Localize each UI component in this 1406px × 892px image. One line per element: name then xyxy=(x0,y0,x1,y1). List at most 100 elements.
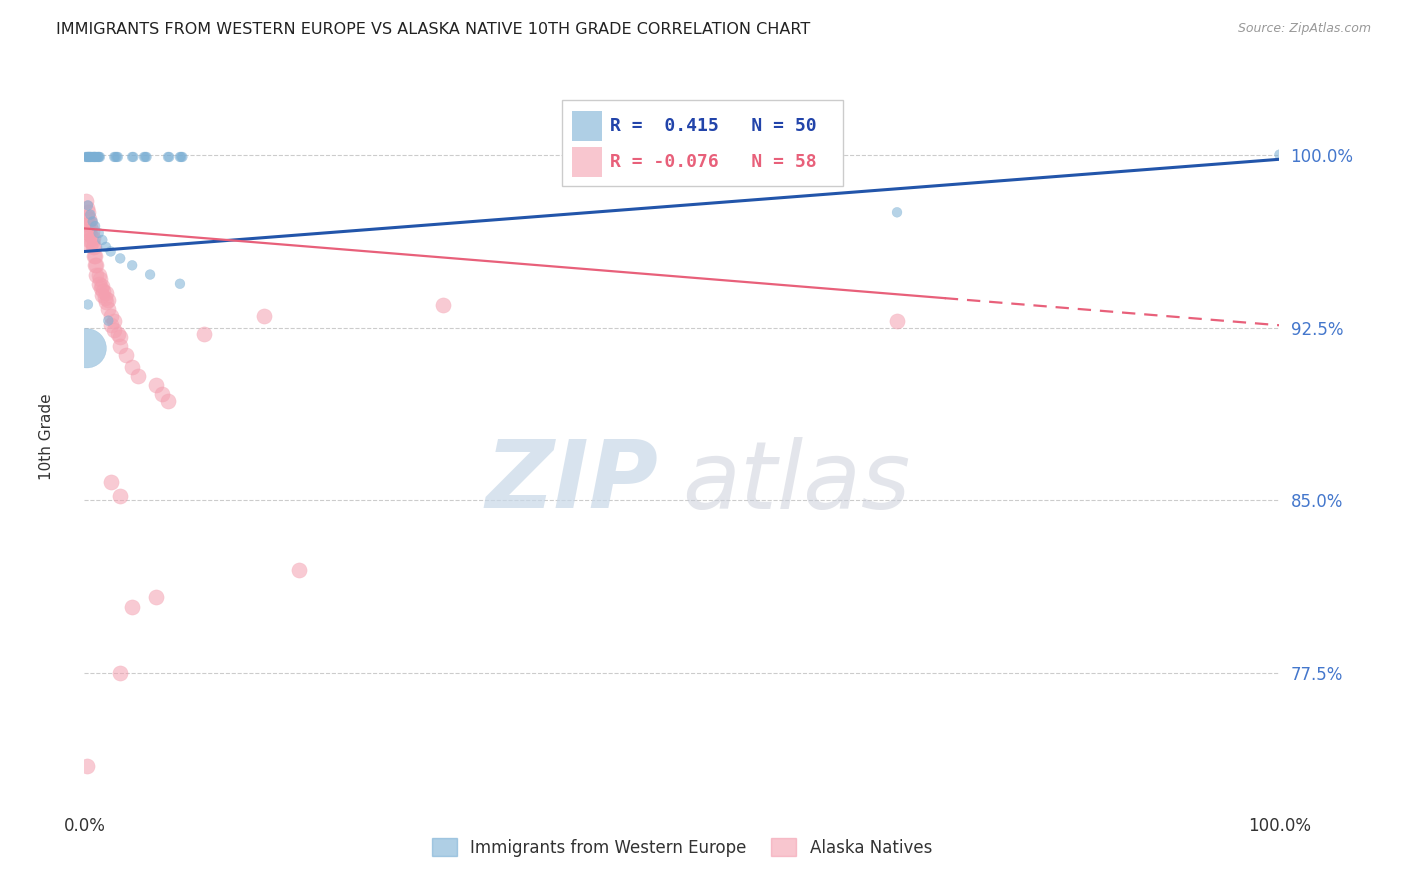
Point xyxy=(150,387,173,401)
Point xyxy=(77,198,100,212)
Point xyxy=(97,302,120,317)
Text: R = -0.076   N = 58: R = -0.076 N = 58 xyxy=(610,153,817,171)
Point xyxy=(79,228,101,243)
Point xyxy=(79,150,101,164)
Point xyxy=(87,277,110,291)
Point xyxy=(110,339,132,353)
Point xyxy=(79,150,101,164)
Point xyxy=(193,327,215,342)
Point xyxy=(89,150,111,164)
Point xyxy=(103,313,125,327)
Point xyxy=(83,240,105,254)
Point xyxy=(80,224,103,238)
Point xyxy=(77,233,100,247)
FancyBboxPatch shape xyxy=(572,147,602,178)
Point xyxy=(87,150,110,164)
Point xyxy=(84,219,107,234)
Text: ZIP: ZIP xyxy=(485,436,658,528)
Point xyxy=(77,212,100,227)
Point xyxy=(135,150,157,164)
Point xyxy=(97,313,120,327)
Point xyxy=(91,288,114,302)
Legend: Immigrants from Western Europe, Alaska Natives: Immigrants from Western Europe, Alaska N… xyxy=(425,832,939,863)
Point xyxy=(91,233,114,247)
Point xyxy=(94,295,117,310)
Point xyxy=(107,150,129,164)
Point xyxy=(77,297,100,311)
Point xyxy=(82,214,104,228)
Point xyxy=(87,150,110,164)
Point xyxy=(127,369,149,384)
Point xyxy=(253,309,276,323)
Point xyxy=(76,341,98,355)
Y-axis label: 10th Grade: 10th Grade xyxy=(39,393,55,481)
Point xyxy=(84,150,107,164)
Point xyxy=(103,150,125,164)
Text: R =  0.415   N = 50: R = 0.415 N = 50 xyxy=(610,117,817,135)
Text: atlas: atlas xyxy=(682,436,910,527)
Point xyxy=(89,272,111,286)
Point xyxy=(77,224,100,238)
Point xyxy=(90,281,112,295)
Point xyxy=(97,293,120,307)
Point xyxy=(157,150,180,164)
Point xyxy=(87,268,110,282)
Point xyxy=(886,313,908,327)
Point xyxy=(77,217,100,231)
Point xyxy=(115,348,138,362)
Text: Source: ZipAtlas.com: Source: ZipAtlas.com xyxy=(1237,22,1371,36)
Point xyxy=(76,210,98,224)
Point xyxy=(886,205,908,219)
Point xyxy=(105,150,128,164)
Point xyxy=(79,208,101,222)
Point xyxy=(132,150,156,164)
Point xyxy=(80,235,103,250)
Point xyxy=(110,330,132,344)
Point xyxy=(82,230,104,244)
Point xyxy=(76,758,98,772)
Point xyxy=(76,150,98,164)
Point xyxy=(84,258,107,272)
Point xyxy=(83,150,105,164)
Point xyxy=(432,297,454,311)
Point xyxy=(107,327,129,342)
Point xyxy=(83,249,105,263)
Point xyxy=(100,244,122,259)
Point xyxy=(87,226,110,240)
Point xyxy=(170,150,193,164)
Point xyxy=(75,194,97,208)
Point xyxy=(157,394,180,409)
Point xyxy=(77,226,100,240)
Point xyxy=(1268,147,1291,161)
Point xyxy=(77,150,100,164)
Point xyxy=(110,666,132,681)
Point xyxy=(77,150,100,164)
Point xyxy=(77,150,100,164)
Point xyxy=(121,258,143,272)
Point xyxy=(80,150,103,164)
Point xyxy=(288,563,311,577)
Point xyxy=(110,252,132,266)
Point xyxy=(86,268,108,282)
Point xyxy=(94,240,117,254)
Point xyxy=(145,378,167,392)
Point xyxy=(122,150,145,164)
Point xyxy=(172,150,194,164)
Point xyxy=(76,201,98,215)
Point xyxy=(139,268,162,282)
Point xyxy=(86,150,108,164)
Point xyxy=(94,285,117,300)
Point xyxy=(86,150,108,164)
Point xyxy=(84,150,107,164)
Point xyxy=(82,240,104,254)
Point xyxy=(83,150,105,164)
Point xyxy=(84,249,107,263)
Point xyxy=(100,318,122,333)
Point xyxy=(121,359,143,374)
Point xyxy=(121,150,143,164)
FancyBboxPatch shape xyxy=(572,112,602,141)
Point xyxy=(79,237,101,252)
Text: IMMIGRANTS FROM WESTERN EUROPE VS ALASKA NATIVE 10TH GRADE CORRELATION CHART: IMMIGRANTS FROM WESTERN EUROPE VS ALASKA… xyxy=(56,22,810,37)
FancyBboxPatch shape xyxy=(562,100,844,186)
Point xyxy=(169,277,191,291)
